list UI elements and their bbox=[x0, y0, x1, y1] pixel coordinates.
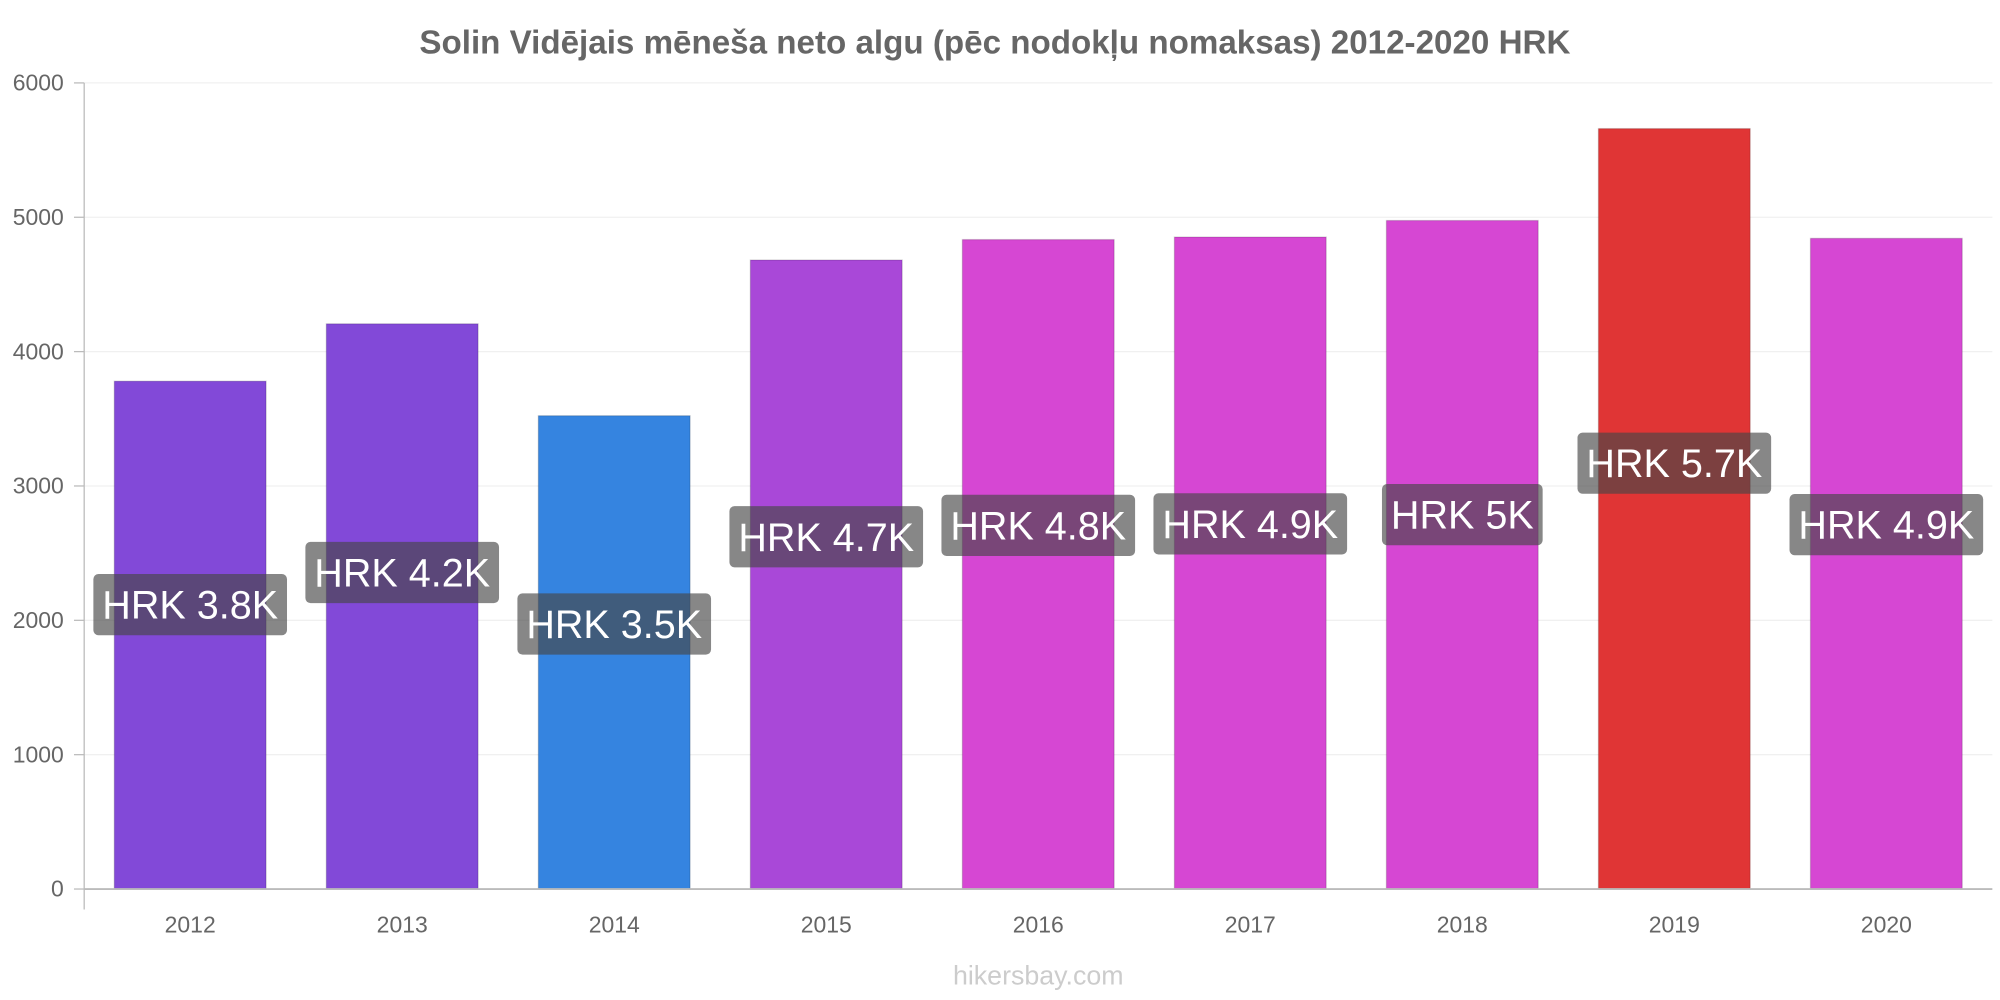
x-tick-label: 2017 bbox=[1225, 911, 1276, 937]
data-label-box bbox=[1577, 432, 1772, 494]
data-label-2020: HRK 4.9K bbox=[1789, 494, 1984, 556]
x-tick-label: 2016 bbox=[1013, 911, 1064, 937]
x-tick-label: 2018 bbox=[1437, 911, 1488, 937]
data-label-text: HRK 3.8K bbox=[102, 584, 278, 628]
y-tick-label: 4000 bbox=[13, 338, 64, 364]
data-label-text: HRK 3.5K bbox=[526, 603, 702, 647]
data-label-2015: HRK 4.7K bbox=[729, 506, 924, 568]
bar-2019 bbox=[1597, 127, 1751, 890]
y-tick-label: 6000 bbox=[13, 70, 64, 96]
data-label-2016: HRK 4.8K bbox=[941, 494, 1136, 556]
data-label-box bbox=[305, 541, 500, 604]
data-label-2018: HRK 5K bbox=[1381, 484, 1543, 546]
data-label-2017: HRK 4.9K bbox=[1153, 493, 1348, 555]
data-label-box bbox=[1381, 484, 1543, 546]
data-label-2014: HRK 3.5K bbox=[517, 593, 712, 655]
bar-2020 bbox=[1809, 237, 1963, 890]
data-label-text: HRK 4.2K bbox=[314, 552, 490, 596]
data-label-text: HRK 4.8K bbox=[950, 504, 1126, 548]
data-label-text: HRK 4.9K bbox=[1162, 503, 1338, 547]
data-label-box bbox=[729, 506, 924, 568]
y-tick-label: 2000 bbox=[13, 607, 64, 633]
y-tick-label: 5000 bbox=[13, 204, 64, 230]
axes: 0 1000 2000 3000 4000 5000 6000 2012 2013 2014 201… bbox=[13, 70, 1993, 937]
bar-2017 bbox=[1173, 236, 1327, 890]
data-label-2019: HRK 5.7K bbox=[1577, 432, 1772, 494]
x-tick-label: 2019 bbox=[1649, 911, 1700, 937]
data-label-2012: HRK 3.8K bbox=[93, 574, 288, 636]
bar-2013 bbox=[325, 323, 479, 890]
y-tick-label: 3000 bbox=[13, 473, 64, 499]
data-label-text: HRK 4.7K bbox=[738, 516, 914, 560]
x-tick-label: 2020 bbox=[1861, 911, 1912, 937]
y-tick-label: 0 bbox=[51, 876, 64, 902]
data-labels: HRK 3.8K HRK 4.2K HRK 3.5K HRK 4.7K HRK 4.8K… bbox=[93, 432, 1984, 655]
data-label-text: HRK 4.9K bbox=[1798, 504, 1974, 548]
data-label-box bbox=[1789, 494, 1984, 556]
data-label-box bbox=[941, 494, 1136, 556]
data-label-text: HRK 5.7K bbox=[1586, 442, 1762, 486]
data-label-text: HRK 5K bbox=[1391, 494, 1534, 538]
data-label-box bbox=[93, 574, 288, 636]
bar-2015 bbox=[749, 259, 903, 890]
chart-title: Solin Vidējais mēneša neto algu (pēc nod… bbox=[419, 25, 1570, 62]
x-tick-label: 2012 bbox=[165, 911, 216, 937]
bar-2018 bbox=[1385, 219, 1539, 890]
data-label-2013: HRK 4.2K bbox=[305, 541, 500, 604]
x-tick-label: 2015 bbox=[801, 911, 852, 937]
bar-2016 bbox=[961, 238, 1115, 890]
bars bbox=[113, 127, 1963, 890]
data-label-box bbox=[1153, 493, 1348, 555]
watermark: hikersbay.com bbox=[953, 961, 1124, 991]
x-tick-label: 2013 bbox=[377, 911, 428, 937]
x-tick-label: 2014 bbox=[589, 911, 640, 937]
data-label-box bbox=[517, 593, 712, 655]
y-tick-label: 1000 bbox=[13, 741, 64, 767]
